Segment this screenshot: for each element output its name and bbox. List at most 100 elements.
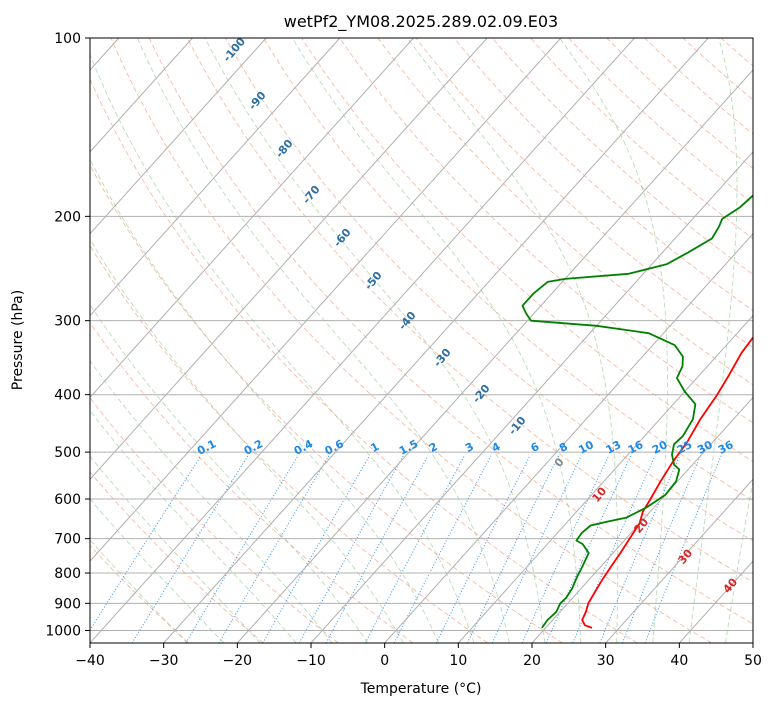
x-tick-label: 20 <box>523 653 541 669</box>
dry-adiabat-line <box>225 38 753 542</box>
y-tick-label: 100 <box>54 31 81 47</box>
moist-adiabat-line <box>90 539 188 643</box>
y-tick-label: 900 <box>54 596 81 612</box>
x-tick-label: 0 <box>380 653 389 669</box>
dry-adiabat-line <box>90 321 414 643</box>
moist-adiabat-line <box>90 303 369 643</box>
isotherm-line <box>457 314 753 643</box>
dry-adiabat-line <box>339 38 753 424</box>
moist-adiabat-line <box>688 38 738 643</box>
moist-adiabat-line <box>725 479 753 643</box>
mixing-ratio-label: 36 <box>716 438 736 457</box>
mixing-ratio-line <box>131 455 249 643</box>
dewpoint-line <box>521 194 753 629</box>
dry-adiabat-line <box>90 164 563 643</box>
dry-adiabat-line <box>186 38 753 583</box>
isotherm-line <box>90 38 267 235</box>
x-tick-label: 50 <box>744 653 762 669</box>
dry-adiabat-line <box>491 38 753 275</box>
dry-adiabat-line <box>682 38 753 101</box>
mixing-ratio-line <box>325 455 429 643</box>
y-tick-label: 600 <box>54 492 81 508</box>
mixing-ratio-line <box>90 455 202 631</box>
isotherm-line <box>384 232 753 643</box>
x-tick-label: 10 <box>449 653 467 669</box>
dry-adiabat-label: -10 <box>506 414 529 438</box>
mixing-ratio-line <box>621 455 701 643</box>
mixing-ratio-label: 16 <box>626 438 646 457</box>
x-tick-label: 40 <box>670 653 688 669</box>
mixing-ratio-line <box>262 455 370 643</box>
dry-adiabat-label: 30 <box>675 546 695 566</box>
dry-adiabat-line <box>110 38 712 643</box>
isotherm-line <box>90 38 414 399</box>
isotherm-line <box>310 151 753 643</box>
mixing-ratio-label: 8 <box>557 440 570 455</box>
plot-frame <box>89 37 754 644</box>
isotherm-line <box>90 38 635 643</box>
y-tick-label: 400 <box>54 388 81 404</box>
mixing-ratio-line <box>185 455 299 643</box>
mixing-ratio-label: 30 <box>695 438 715 457</box>
mixing-ratio-label: 6 <box>529 440 542 455</box>
dry-adiabat-line <box>377 38 753 386</box>
x-tick-label: −20 <box>223 653 253 669</box>
axis-ticks: −40 −30 −20 −10 0 10 20 30 40 5010020030040050060… <box>45 31 762 669</box>
mixing-ratio-label: 13 <box>604 438 624 457</box>
x-tick-label: −10 <box>296 653 326 669</box>
mixing-ratio-label: 1 <box>368 440 381 455</box>
dry-adiabat-line <box>148 38 753 625</box>
moist-adiabat-line <box>90 455 261 643</box>
dry-adiabat-line <box>568 38 753 204</box>
dry-adiabat-label: -90 <box>246 89 269 113</box>
dry-adiabat-label: 0 <box>552 455 567 469</box>
mixing-ratio-line <box>545 455 632 643</box>
moist-adiabat-line <box>90 53 475 643</box>
isotherm-line <box>752 642 753 643</box>
mixing-ratio-line <box>491 455 582 643</box>
x-axis-label: Temperature (°C) <box>360 681 482 697</box>
mixing-ratio-line <box>467 455 559 643</box>
isotherm-line <box>90 38 193 153</box>
mixing-ratio-label: 0.4 <box>292 437 316 458</box>
y-tick-label: 1000 <box>45 623 81 639</box>
dry-adiabat-label: -50 <box>362 269 385 293</box>
mixing-ratio-line <box>393 455 492 643</box>
dry-adiabat-line <box>263 38 753 502</box>
isotherm-line <box>605 478 753 643</box>
y-tick-label: 300 <box>54 314 81 330</box>
dry-adiabat-line <box>301 38 753 463</box>
dry-adiabat-line <box>606 38 753 170</box>
isotherm-line <box>90 38 488 481</box>
moist-adiabat-line <box>90 498 225 643</box>
mixing-ratio-label: 0.6 <box>323 437 347 458</box>
moist-adiabat-line <box>136 38 510 643</box>
x-tick-label: −40 <box>75 653 105 669</box>
dry-adiabat-label: -80 <box>273 137 296 161</box>
moist-adiabat-line <box>90 359 333 643</box>
isotherm-line <box>90 38 341 317</box>
y-axis-label: Pressure (hPa) <box>10 290 26 390</box>
dry-adiabat-line <box>759 38 775 643</box>
mixing-ratio-label: 25 <box>675 438 695 457</box>
mixing-ratio-label: 1.5 <box>397 437 420 458</box>
x-tick-label: −30 <box>149 653 179 669</box>
mixing-ratio-line <box>521 455 610 643</box>
chart-annotations: 0.1 0.2 0.4 0.6 1 1.5 2 3 4 6 8 10 13 16 20 25 30 36-100-… <box>195 38 740 596</box>
isotherm-line <box>531 396 753 643</box>
dry-adiabat-label: -70 <box>300 183 323 207</box>
dry-adiabat-line <box>90 244 488 643</box>
dry-adiabat-line <box>90 544 190 643</box>
mixing-ratio-line <box>599 455 681 643</box>
moist-adiabat-line <box>204 38 546 643</box>
isotherm-line <box>163 38 709 643</box>
mixing-ratio-line <box>364 455 465 643</box>
dry-adiabat-line <box>415 38 753 348</box>
y-tick-label: 800 <box>54 566 81 582</box>
dry-adiabat-line <box>530 38 753 240</box>
chart-grid <box>90 38 775 643</box>
moist-adiabat-line <box>90 238 404 643</box>
dry-adiabat-line <box>720 38 753 67</box>
dry-adiabat-line <box>90 397 339 643</box>
dry-adiabat-line <box>453 38 753 312</box>
